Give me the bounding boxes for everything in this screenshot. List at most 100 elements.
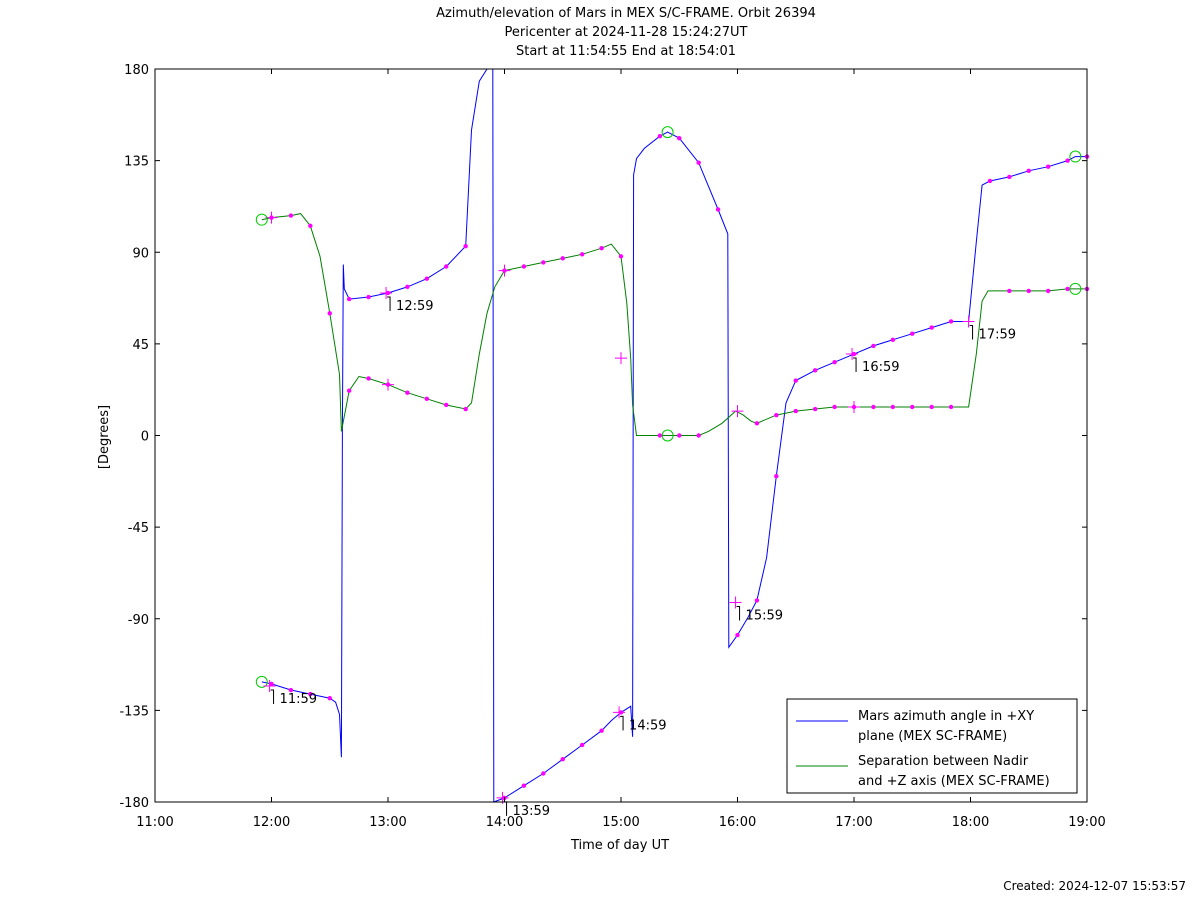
data-point-1-17 [463, 406, 468, 412]
hour-cross-0 [265, 211, 278, 224]
x-tick-label-3: 14:00 [486, 815, 523, 830]
data-point-0-24 [521, 783, 527, 788]
data-point-0-43 [735, 632, 740, 638]
data-point-0-53 [871, 343, 876, 349]
hour-cross-1 [382, 378, 394, 391]
x-tick-label-0: 11:00 [136, 815, 173, 830]
y-tick-label-2: 90 [132, 246, 149, 261]
chart-title: Azimuth/elevation of Mars in MEX S/C-FRA… [436, 6, 816, 21]
time-marker-pointer-3 [620, 715, 624, 731]
time-marker-cross-1 [380, 286, 393, 299]
y-tick-label-5: -45 [128, 521, 149, 536]
chart-subtitle-2: Start at 11:54:55 End at 18:54:01 [516, 44, 736, 59]
data-point-0-27 [579, 742, 585, 748]
axis-layer: 11:00 12:00 13:00 14:00 15:00 16:00 17:00 18:00… [119, 63, 1105, 830]
data-point-1-27 [599, 245, 604, 251]
chart-subtitle-1: Pericenter at 2024-11-28 15:24:27UT [504, 25, 747, 40]
time-marker-label-4: 15:59 [746, 608, 783, 623]
legend-box [786, 698, 1078, 794]
data-point-1-52 [948, 404, 954, 410]
data-point-1-46 [832, 404, 837, 410]
data-point-0-38 [677, 136, 682, 141]
time-marker-cross-6 [962, 315, 975, 328]
data-point-0-51 [832, 360, 837, 365]
data-point-0-40 [715, 207, 721, 212]
data-point-0-45 [754, 598, 760, 603]
data-point-1-42 [754, 421, 760, 426]
y-axis-label: [Degrees] [97, 405, 112, 469]
data-point-1-23 [521, 264, 527, 269]
data-point-1-59 [1045, 288, 1051, 294]
data-point-1-24 [541, 260, 546, 265]
time-marker-cross-4 [729, 596, 742, 609]
x-tick-label-6: 17:00 [835, 815, 872, 830]
data-point-1-4 [308, 223, 313, 228]
data-point-1-10 [346, 388, 352, 393]
data-point-1-48 [871, 404, 876, 410]
data-point-0-1 [269, 681, 274, 687]
hour-cross-4 [731, 405, 744, 418]
time-marker-label-2: 13:59 [513, 804, 550, 819]
data-point-0-4 [327, 695, 332, 701]
data-point-1-25 [560, 256, 565, 261]
hour-cross-5 [848, 400, 860, 413]
time-marker-label-0: 11:59 [280, 692, 317, 707]
data-point-1-35 [677, 433, 682, 438]
legend-label-azimuth-line1: Mars azimuth angle in +XY [858, 709, 1034, 724]
legend-label-azimuth-line2: plane (MEX SC-FRAME) [858, 729, 1007, 744]
data-point-0-12 [366, 294, 371, 300]
x-tick-label-1: 12:00 [253, 815, 290, 830]
data-point-0-3 [308, 691, 313, 697]
data-point-0-57 [948, 319, 954, 324]
data-point-1-36 [696, 433, 701, 438]
time-marker-pointer-1 [387, 296, 391, 311]
time-marker-pointer-4 [736, 605, 741, 621]
endpoint-circle-3 [661, 429, 674, 442]
data-point-1-44 [793, 408, 798, 414]
time-marker-pointer-5 [853, 357, 857, 373]
data-point-0-56 [929, 325, 934, 330]
time-marker-label-5: 16:59 [862, 360, 899, 375]
data-point-1-50 [910, 404, 915, 410]
endpoint-circle-0 [255, 213, 268, 226]
time-marker-pointer-2 [503, 801, 508, 816]
time-marker-label-3: 14:59 [629, 718, 666, 733]
data-point-0-63 [1026, 168, 1031, 174]
data-point-1-58 [1026, 288, 1031, 294]
data-point-0-11 [346, 296, 352, 302]
x-tick-label-7: 18:00 [952, 815, 989, 830]
time-marker-label-1: 12:59 [396, 299, 433, 314]
data-point-0-28 [599, 728, 604, 733]
data-point-0-49 [793, 378, 798, 383]
data-point-1-57 [1007, 288, 1012, 294]
endpoint-circle-1 [255, 675, 268, 688]
y-tick-label-7: -135 [119, 704, 149, 719]
data-point-1-16 [444, 402, 449, 408]
data-point-1-26 [579, 252, 585, 257]
series-line-1 [261, 213, 1087, 436]
y-tick-label-8: -180 [119, 796, 149, 811]
x-tick-label-4: 15:00 [602, 815, 639, 830]
data-point-1-29 [618, 254, 624, 259]
data-point-1-14 [405, 390, 410, 395]
hour-cross-2 [498, 264, 511, 277]
marker-layer: 11:59 12:59 13:59 14:59 15:59 16:59 17:59 [255, 126, 1090, 819]
endpoint-circle-2 [661, 126, 674, 139]
series-line-0 [261, 68, 1087, 803]
data-point-0-61 [987, 178, 993, 184]
x-tick-label-5: 16:00 [719, 815, 756, 830]
time-marker-cross-3 [613, 706, 626, 719]
endpoint-circle-5 [1069, 282, 1082, 295]
legend-label-separation-line2: and +Z axis (MEX SC-FRAME) [858, 774, 1050, 789]
legend: Mars azimuth angle in +XY plane (MEX SC-… [786, 698, 1078, 794]
data-point-1-43 [774, 412, 779, 418]
data-point-1-2 [288, 213, 294, 218]
hour-cross-3 [615, 352, 627, 365]
data-point-0-54 [890, 337, 896, 343]
x-tick-label-8: 19:00 [1068, 815, 1105, 830]
data-point-1-15 [424, 396, 430, 402]
data-point-0-39 [696, 160, 701, 165]
data-point-1-51 [929, 404, 934, 410]
created-timestamp: Created: 2024-12-07 15:53:57 [1003, 879, 1186, 893]
